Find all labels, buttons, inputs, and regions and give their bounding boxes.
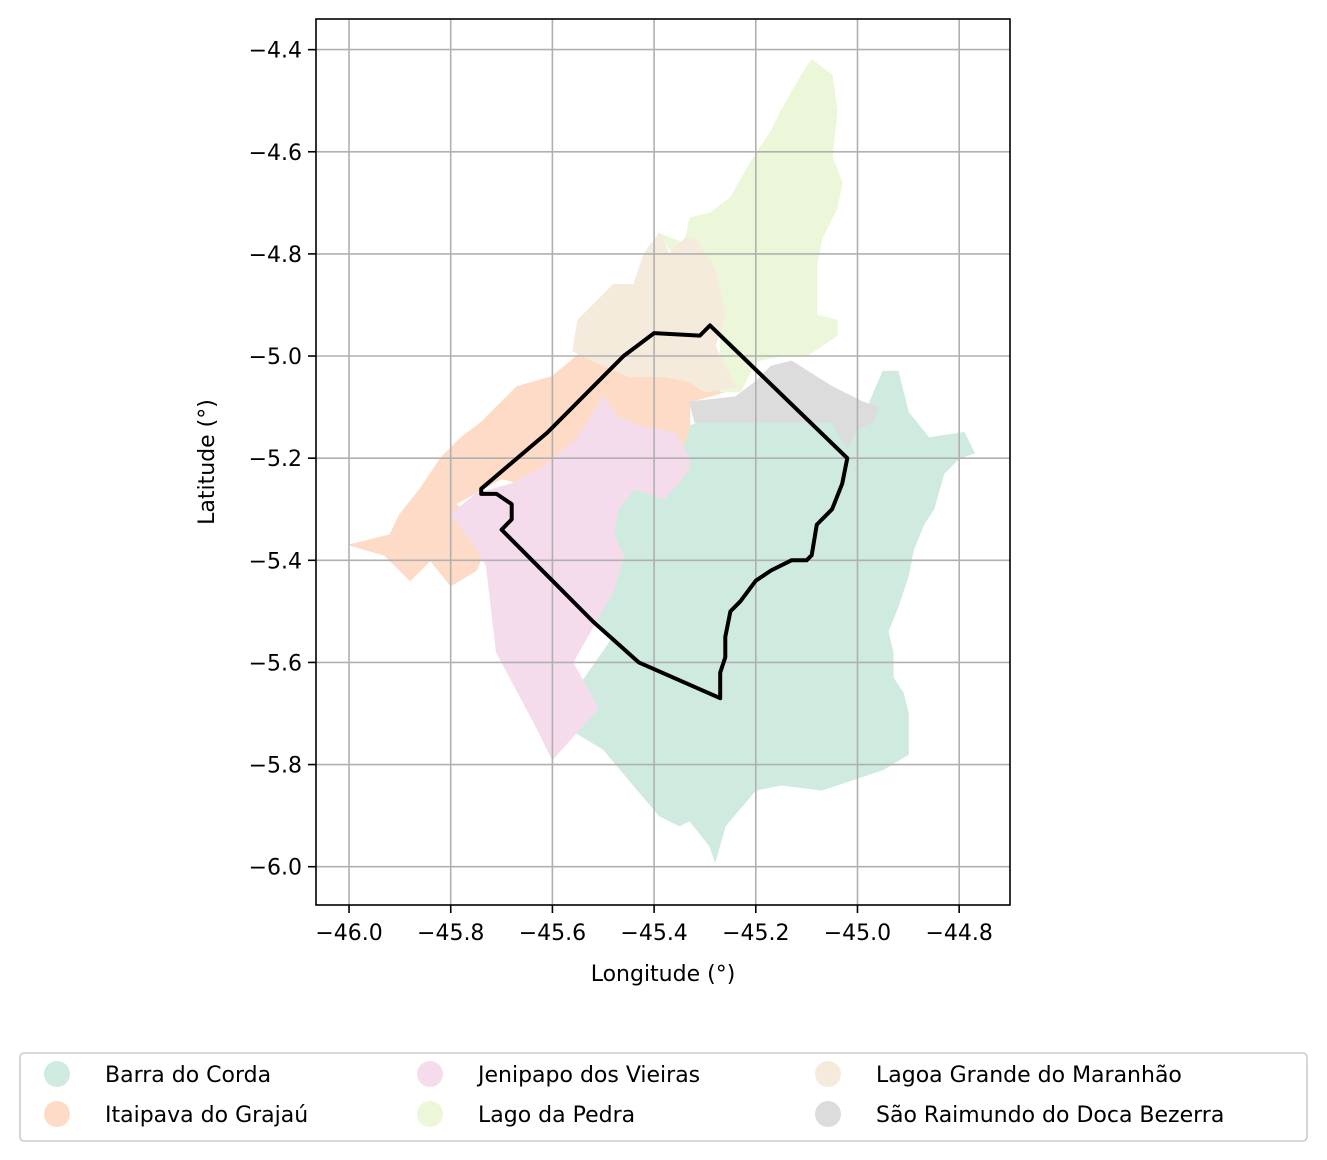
x-tick-label-3: −45.4	[620, 921, 687, 946]
y-tick-label-0: −4.4	[249, 39, 302, 64]
y-tick-label-6: −5.6	[249, 651, 302, 676]
legend: Barra do Corda Itaipava do Grajaú Jenipa…	[20, 1053, 1307, 1141]
y-tick-label-3: −5.0	[249, 345, 302, 370]
legend-label-sao-raimundo-do-doca-bezerra: São Raimundo do Doca Bezerra	[876, 1103, 1224, 1128]
legend-marker-itaipava-do-grajau	[44, 1101, 70, 1127]
x-axis-label: Longitude (°)	[591, 962, 736, 987]
x-tick-label-4: −45.2	[722, 921, 789, 946]
legend-label-lagoa-grande-do-maranhao: Lagoa Grande do Maranhão	[876, 1063, 1182, 1088]
legend-marker-lagoa-grande-do-maranhao	[815, 1061, 841, 1087]
legend-label-lago-da-pedra: Lago da Pedra	[478, 1103, 635, 1128]
y-tick-label-7: −5.8	[249, 754, 302, 779]
legend-marker-barra-do-corda	[44, 1061, 70, 1087]
x-tick-label-5: −45.0	[824, 921, 891, 946]
x-tick-label-6: −44.8	[925, 921, 992, 946]
legend-label-itaipava-do-grajau: Itaipava do Grajaú	[105, 1103, 308, 1128]
y-tick-label-8: −6.0	[249, 856, 302, 881]
y-tick-label-5: −5.4	[249, 549, 302, 574]
regions-layer	[349, 60, 974, 862]
legend-label-barra-do-corda: Barra do Corda	[105, 1063, 271, 1088]
y-tick-label-1: −4.6	[249, 141, 302, 166]
y-axis-label: Latitude (°)	[195, 399, 220, 525]
x-tick-label-0: −46.0	[315, 921, 382, 946]
x-tick-label-2: −45.6	[519, 921, 586, 946]
legend-marker-jenipapo-dos-vieiras	[417, 1061, 443, 1087]
x-tick-label-1: −45.8	[417, 921, 484, 946]
y-tick-label-4: −5.2	[249, 447, 302, 472]
legend-marker-lago-da-pedra	[417, 1101, 443, 1127]
legend-label-jenipapo-dos-vieiras: Jenipapo dos Vieiras	[476, 1063, 700, 1088]
y-tick-label-2: −4.8	[249, 243, 302, 268]
legend-marker-sao-raimundo-do-doca-bezerra	[815, 1101, 841, 1127]
